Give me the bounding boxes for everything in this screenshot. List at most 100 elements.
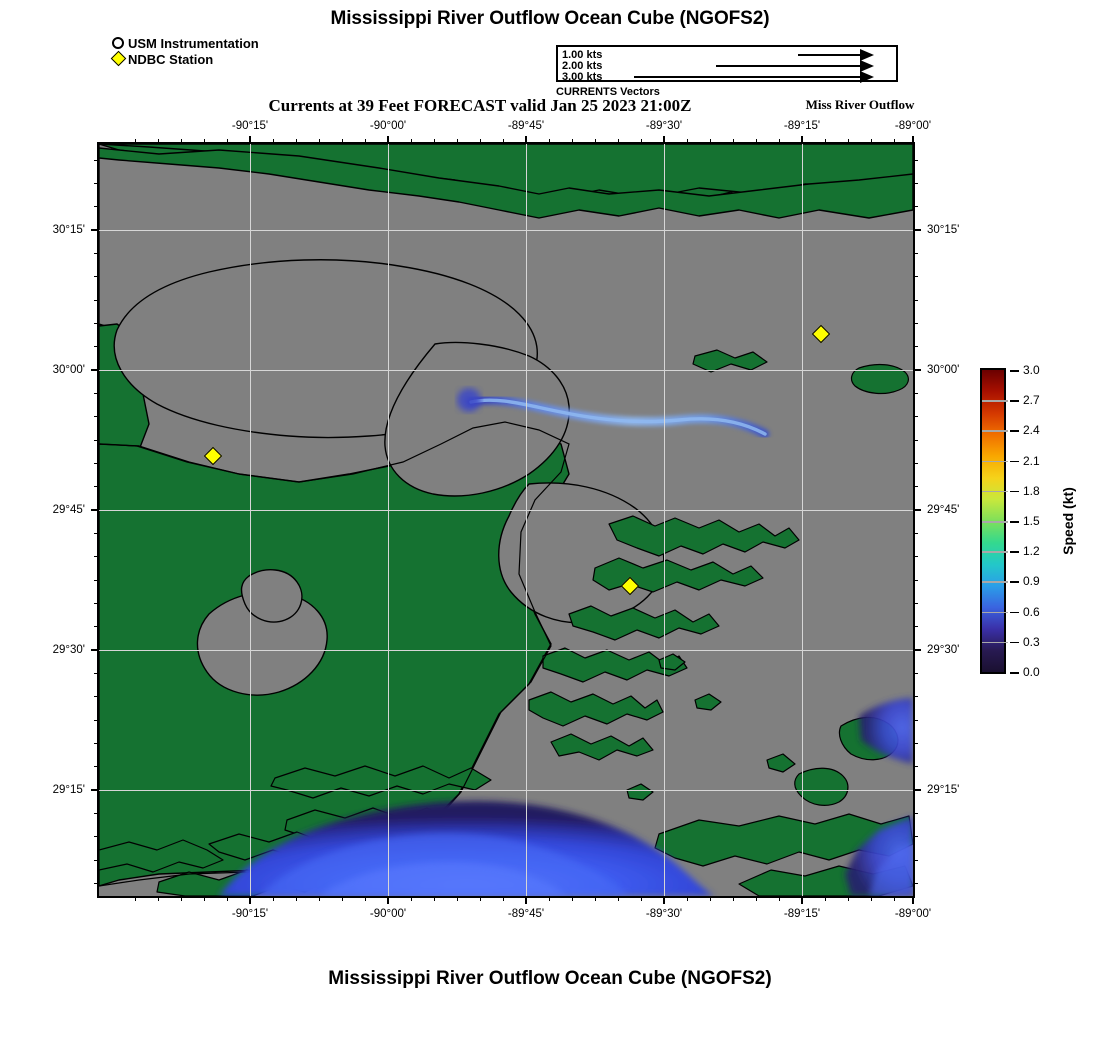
lat-minor-right-1-5 — [913, 486, 918, 488]
lon-minor-top-3-2 — [709, 139, 711, 144]
lon-minor-bottom-3-3 — [732, 896, 734, 901]
lat-minor-left-1-2 — [94, 416, 99, 418]
lat-minor-right-2-4 — [913, 602, 918, 605]
lon-minor-top-4-1 — [824, 139, 826, 144]
lat-minor-right-0-2 — [913, 276, 918, 278]
lon-minor-top-4-3 — [870, 139, 872, 144]
gridline-lon-3 — [664, 144, 666, 896]
lat-tick-right-4 — [913, 789, 921, 791]
lat-minor-left-0-3 — [94, 299, 99, 301]
lat-minor-left--1-5 — [94, 206, 99, 208]
lon-label-top-4: -89°15' — [783, 120, 821, 132]
lat-minor-left-2-3 — [94, 579, 99, 581]
colorbar-label-3.0: 3.0 — [1023, 363, 1040, 377]
colorbar-separator-2.4 — [982, 430, 1008, 432]
lat-label-right-1: 30°00' — [927, 364, 960, 376]
lon-minor-top-2-1 — [548, 139, 550, 144]
colorbar-tick-2.1 — [1010, 460, 1019, 463]
vector-scale-label-2: 2.00 kts — [562, 60, 603, 72]
vector-scale-label-3: 3.00 kts — [562, 71, 603, 83]
lon-minor-top--1-4 — [203, 139, 205, 144]
lat-minor-left-4-3 — [94, 859, 99, 861]
vector-shaft-2 — [716, 65, 860, 67]
vector-scale-row-3: 3.00 kts — [558, 71, 896, 83]
lat-minor-right-3-4 — [913, 742, 918, 745]
gridline-lon-5 — [913, 144, 914, 896]
colorbar-separator-1.8 — [982, 490, 1008, 493]
lon-minor-top-4-2 — [847, 139, 849, 144]
lon-label-top-5: -89°00' — [894, 120, 932, 132]
lon-tick-bottom-1 — [387, 896, 389, 904]
vector-scale-label-1: 1.00 kts — [562, 49, 603, 61]
vector-arrowhead-2 — [860, 60, 874, 72]
map-canvas[interactable] — [97, 142, 915, 898]
legend-label-usm: USM Instrumentation — [128, 36, 259, 51]
colorbar-gradient — [980, 368, 1008, 674]
lon-minor-bottom-1-2 — [433, 896, 435, 901]
lat-minor-right-0-5 — [913, 346, 918, 348]
lon-minor-top-2-3 — [594, 139, 596, 144]
lat-minor-right-1-1 — [913, 392, 918, 395]
lon-minor-top-1-2 — [433, 139, 435, 144]
lat-minor-right-4-2 — [913, 836, 918, 838]
lat-minor-right-4-1 — [913, 812, 918, 815]
page-title: Mississippi River Outflow Ocean Cube (NG… — [330, 8, 770, 29]
lat-tick-right-3 — [913, 649, 921, 651]
gridline-lat-3 — [99, 650, 913, 652]
lon-minor-top--1-5 — [226, 139, 228, 144]
gridline-lon-2 — [526, 144, 528, 896]
colorbar-label-1.2: 1.2 — [1023, 544, 1040, 559]
lon-minor-top-0-4 — [341, 139, 343, 144]
lat-minor-right--1-5 — [913, 206, 918, 208]
footer-title: Mississippi River Outflow Ocean Cube (NG… — [328, 968, 772, 989]
vector-scale-row-2: 2.00 kts — [558, 60, 896, 72]
lat-minor-right-1-2 — [913, 416, 918, 418]
lon-minor-bottom-3-4 — [755, 896, 757, 901]
colorbar-label-0.6: 0.6 — [1023, 604, 1040, 619]
lon-minor-bottom-2-1 — [548, 896, 550, 901]
lat-minor-right-0-4 — [913, 322, 918, 325]
lon-minor-top-2-4 — [617, 139, 619, 144]
gridline-lon-1 — [388, 144, 390, 896]
lon-tick-top-1 — [387, 136, 389, 144]
currents-vector-legend: 1.00 kts 2.00 kts 3.00 kts — [556, 45, 898, 83]
lon-minor-top--1-3 — [180, 139, 182, 144]
lon-tick-top-0 — [249, 136, 251, 144]
legend-label-ndbc: NDBC Station — [128, 52, 214, 67]
lat-tick-left-0 — [91, 229, 99, 231]
lon-minor-top-1-3 — [456, 139, 458, 144]
lat-minor-left-4-2 — [94, 836, 99, 838]
lon-tick-top-3 — [663, 136, 665, 144]
lon-tick-bottom-5 — [912, 896, 914, 904]
lat-minor-left-4-1 — [94, 812, 99, 815]
lon-label-bottom-4: -89°15' — [783, 908, 821, 920]
lon-minor-top-4-4 — [893, 139, 895, 144]
lat-minor-right-2-5 — [913, 626, 918, 628]
lon-label-bottom-5: -89°00' — [894, 908, 932, 920]
lat-minor-left-0-4 — [94, 322, 99, 325]
lat-minor-right-3-2 — [913, 696, 918, 698]
lat-minor-right-2-3 — [913, 579, 918, 581]
lat-minor-right-2-2 — [913, 556, 918, 558]
lon-minor-top--1-2 — [157, 139, 159, 144]
lat-minor-right-2-1 — [913, 532, 918, 535]
colorbar-tick-1.5 — [1010, 521, 1019, 523]
lon-minor-top-1-5 — [502, 139, 504, 144]
lat-minor-left-1-5 — [94, 486, 99, 488]
gridline-lat-4 — [99, 790, 913, 792]
lat-minor-left-3-5 — [94, 766, 99, 768]
lon-minor-bottom--1-5 — [226, 896, 228, 901]
lon-minor-bottom-3-2 — [709, 896, 711, 901]
lat-minor-right-1-4 — [913, 462, 918, 465]
lon-minor-bottom-2-2 — [571, 896, 573, 901]
lat-minor-right-3-5 — [913, 766, 918, 768]
lat-minor-left-0-1 — [94, 252, 99, 255]
lat-minor-left-0-5 — [94, 346, 99, 348]
lon-minor-bottom-0-3 — [318, 896, 320, 901]
colorbar-tick-0.0 — [1010, 672, 1019, 674]
lat-minor-right-4-3 — [913, 859, 918, 861]
lon-minor-bottom-4-2 — [847, 896, 849, 901]
colorbar-separator-1.5 — [982, 521, 1008, 523]
lat-label-right-4: 29°15' — [927, 784, 960, 796]
colorbar-label-1.5: 1.5 — [1023, 514, 1040, 528]
